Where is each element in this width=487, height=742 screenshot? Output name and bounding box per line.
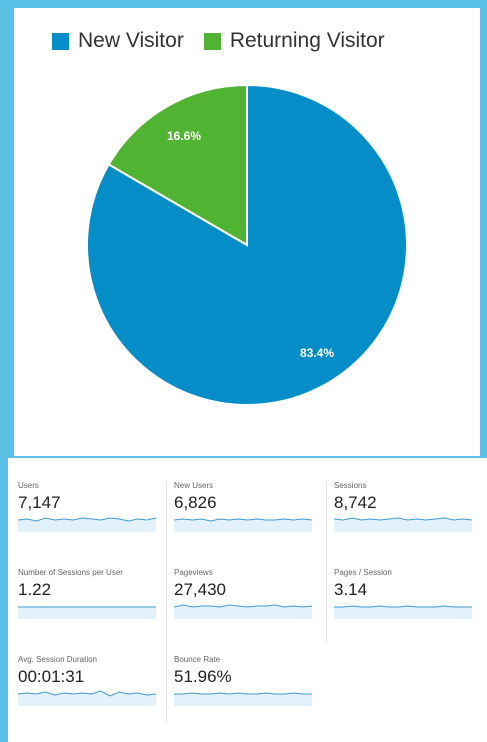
column-divider: [326, 482, 327, 642]
legend-label-returning-visitor: Returning Visitor: [229, 29, 385, 52]
metric-card[interactable]: Users 7,147: [14, 478, 161, 542]
sparkline-line: [174, 518, 312, 522]
sparkline-line: [18, 517, 156, 522]
metric-value: 00:01:31: [18, 667, 85, 686]
metric-value: 3.14: [334, 580, 368, 599]
metric-label: Users: [18, 481, 39, 490]
sparkline: [18, 690, 156, 706]
metric-card[interactable]: Number of Sessions per User 1.22: [14, 565, 161, 629]
legend-label-new-visitor: New Visitor: [78, 29, 184, 52]
pie-data-label: 16.6%: [167, 129, 201, 143]
metric-card[interactable]: Avg. Session Duration 00:01:31: [14, 652, 161, 716]
metric-value: 8,742: [334, 493, 377, 512]
metric-label: Number of Sessions per User: [18, 568, 123, 577]
pie-slice-returning-visitor[interactable]: [107, 83, 248, 247]
sparkline-line: [174, 604, 312, 608]
legend-item-returning-visitor[interactable]: Returning Visitor: [203, 29, 385, 53]
sparkline-line: [334, 517, 472, 521]
legend-item-new-visitor[interactable]: New Visitor: [52, 29, 184, 53]
metrics-panel: Users 7,147 New Users 6,826 Sessions 8,742 Num…: [8, 458, 487, 742]
sparkline-area: [174, 605, 312, 619]
sparkline: [18, 606, 156, 619]
metric-card[interactable]: Pageviews 27,430: [170, 565, 317, 629]
sparkline-area: [174, 519, 312, 532]
metric-card[interactable]: Pages / Session 3.14: [330, 565, 477, 629]
metric-value: 51.96%: [174, 667, 232, 686]
legend-swatch-new-visitor: [52, 32, 69, 50]
column-divider: [166, 482, 167, 722]
sparkline-area: [174, 693, 312, 706]
sparkline: [334, 605, 472, 619]
sparkline-area: [334, 606, 472, 619]
sparkline: [334, 517, 472, 532]
sparkline-area: [334, 518, 472, 532]
sparkline-area: [18, 518, 156, 532]
sparkline-line: [334, 605, 472, 608]
sparkline: [174, 692, 312, 706]
sparkline-area: [18, 607, 156, 619]
metric-card[interactable]: New Users 6,826: [170, 478, 317, 542]
sparkline: [174, 604, 312, 619]
metric-value: 7,147: [18, 493, 61, 512]
metric-value: 6,826: [174, 493, 217, 512]
metric-card[interactable]: Bounce Rate 51.96%: [170, 652, 317, 716]
chart-legend: New Visitor Returning Visitor: [52, 26, 385, 56]
sparkline-line: [18, 690, 156, 697]
pie-chart: 83.4% 16.6%: [85, 83, 408, 406]
sparkline: [18, 517, 156, 532]
legend-swatch-returning-visitor: [203, 32, 221, 50]
pie-chart-panel: New Visitor Returning Visitor 83.4% 16.6%: [14, 8, 480, 456]
metric-card[interactable]: Sessions 8,742: [330, 478, 477, 542]
metric-value: 27,430: [174, 580, 226, 599]
metric-label: Sessions: [334, 481, 367, 490]
metric-label: New Users: [174, 481, 214, 490]
sparkline: [174, 518, 312, 532]
metric-label: Avg. Session Duration: [18, 655, 98, 664]
metric-value: 1.22: [18, 580, 52, 599]
metric-label: Pages / Session: [334, 568, 392, 577]
pie-data-label: 83.4%: [300, 346, 334, 360]
metric-label: Pageviews: [174, 568, 213, 577]
sparkline-line: [174, 692, 312, 695]
metric-label: Bounce Rate: [174, 655, 221, 664]
